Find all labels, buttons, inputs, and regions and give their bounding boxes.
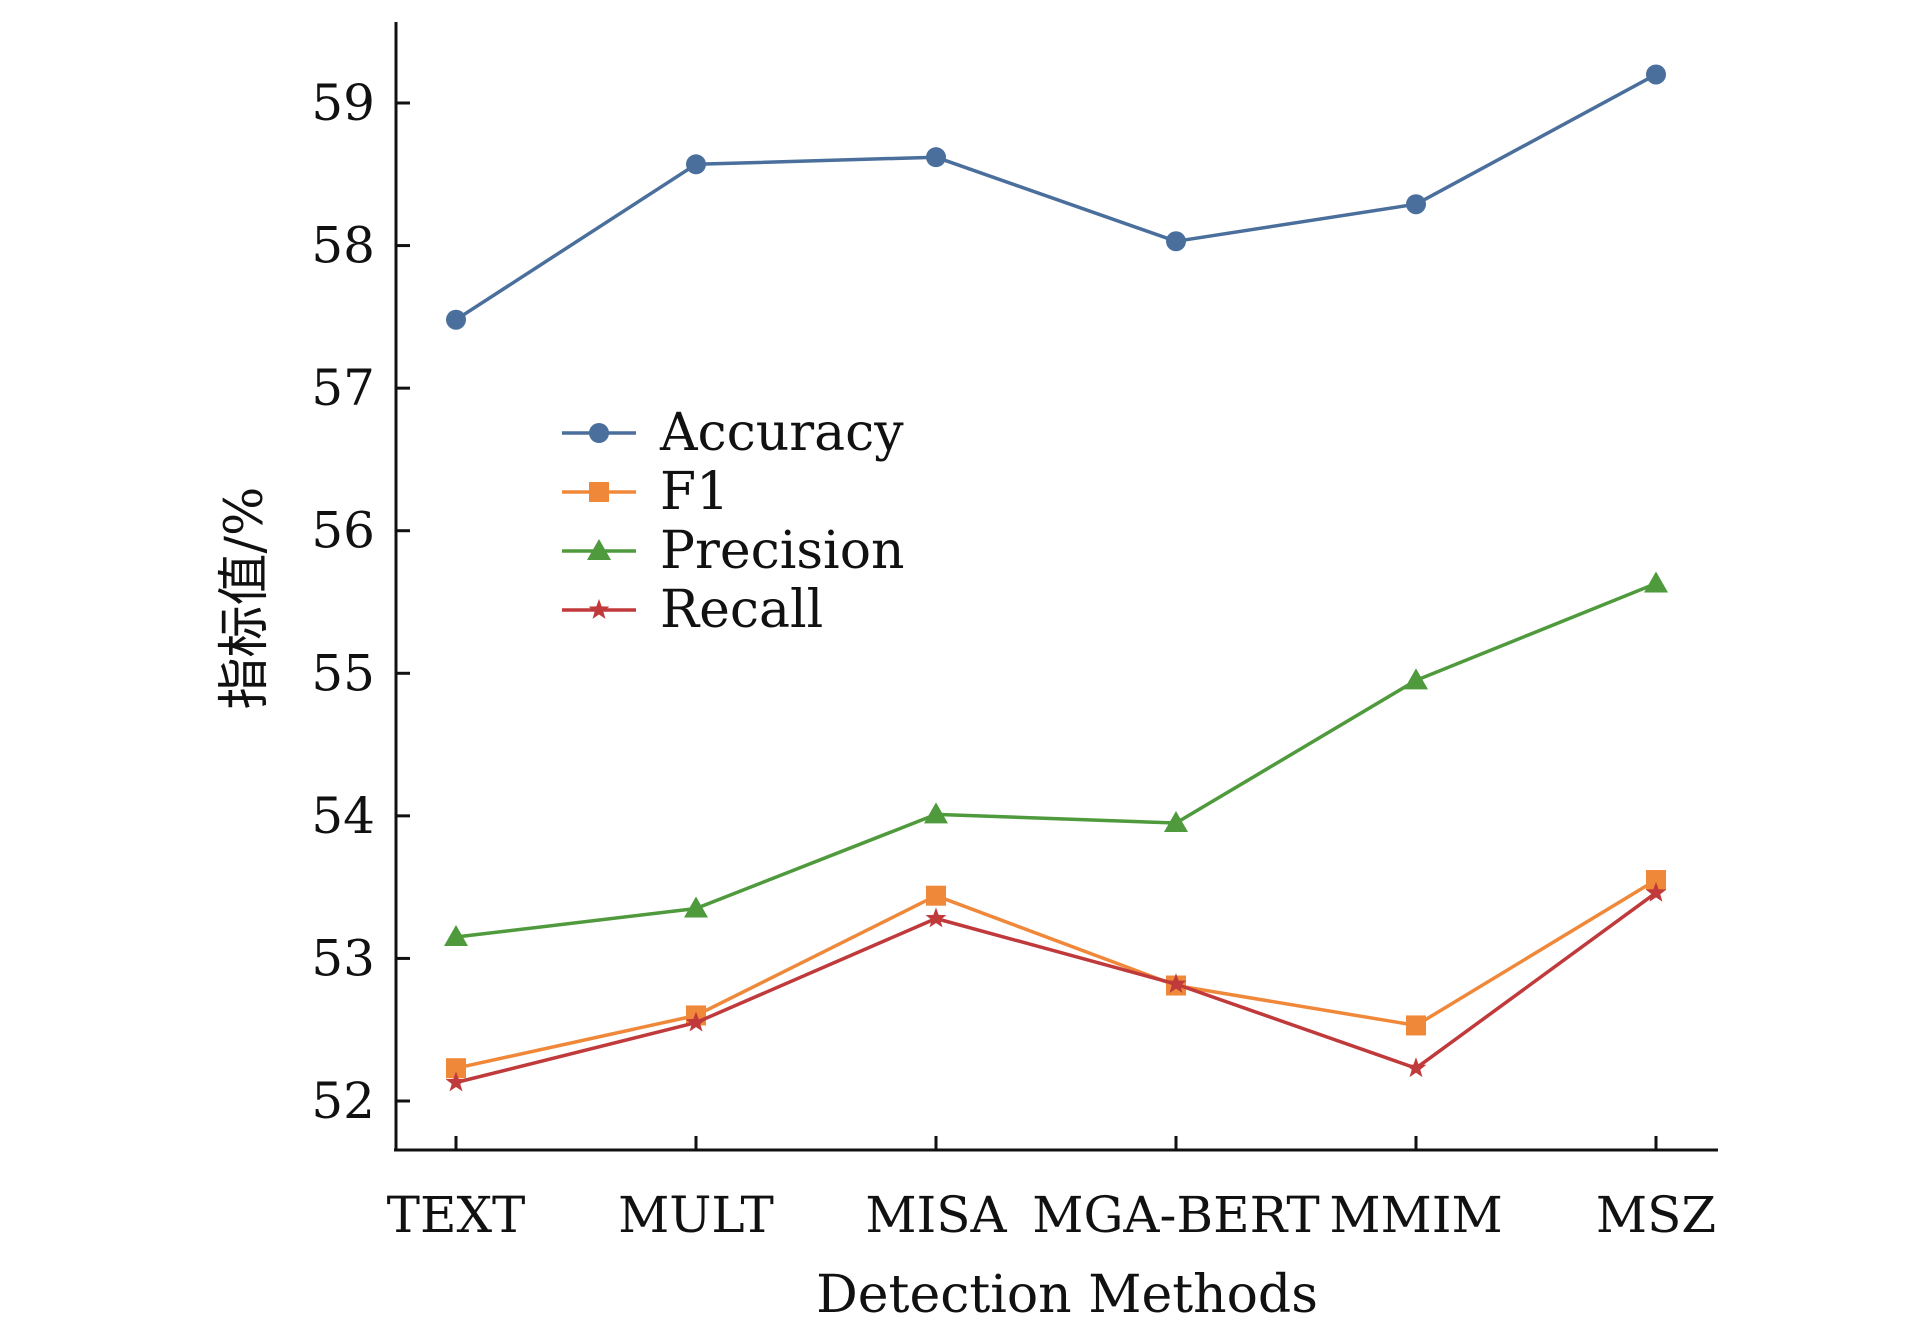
ticks: 52 53 54 55 56 57 58 59 TEXT MULT MISA MGA-BERT MMIM… bbox=[311, 74, 1716, 1244]
y-tick-label: 56 bbox=[311, 502, 375, 560]
axes bbox=[394, 22, 1718, 1152]
data-point-recall bbox=[1645, 881, 1667, 902]
data-point-f1 bbox=[1646, 870, 1666, 891]
legend-swatch-marker bbox=[587, 539, 611, 560]
data-point-f1 bbox=[1406, 1015, 1426, 1036]
legend-item-f1: F1 bbox=[562, 462, 729, 522]
y-tick-label: 59 bbox=[311, 74, 375, 132]
y-tick-label: 58 bbox=[311, 217, 375, 275]
legend-swatch-marker bbox=[589, 423, 609, 443]
x-axis-title: Detection Methods bbox=[816, 1265, 1318, 1323]
x-tick-label: MULT bbox=[618, 1186, 774, 1244]
y-tick-label: 55 bbox=[311, 644, 375, 702]
data-point-precision bbox=[924, 802, 948, 824]
series-line-accuracy bbox=[455, 72, 1657, 322]
data-point-precision bbox=[1404, 668, 1428, 690]
x-tick-label: MISA bbox=[865, 1186, 1007, 1244]
legend-item-recall: Recall bbox=[562, 580, 823, 640]
series-accuracy bbox=[446, 64, 1666, 330]
data-point-precision bbox=[444, 925, 468, 947]
legend-label: Accuracy bbox=[659, 403, 904, 463]
data-point-f1 bbox=[926, 885, 946, 906]
legend-item-precision: Precision bbox=[562, 521, 905, 581]
series-line-f1 bbox=[455, 878, 1657, 1070]
data-point-precision bbox=[684, 896, 708, 918]
y-tick-label: 52 bbox=[311, 1072, 375, 1130]
series-f1 bbox=[446, 870, 1666, 1079]
data-point-accuracy bbox=[1646, 64, 1666, 85]
data-point-recall bbox=[1405, 1057, 1427, 1078]
y-axis-title: 指标值/% bbox=[215, 487, 275, 710]
data-point-recall bbox=[925, 907, 947, 928]
series-line-recall bbox=[455, 891, 1658, 1085]
data-point-recall bbox=[1165, 973, 1187, 993]
data-point-recall bbox=[445, 1071, 467, 1092]
x-tick-label: MSZ bbox=[1596, 1186, 1716, 1244]
y-tick-label: 57 bbox=[311, 359, 375, 417]
data-point-precision bbox=[1644, 571, 1668, 593]
data-point-accuracy bbox=[446, 309, 466, 330]
data-point-accuracy bbox=[686, 154, 706, 175]
series bbox=[444, 64, 1668, 1092]
legend-item-accuracy: Accuracy bbox=[562, 403, 904, 463]
data-point-accuracy bbox=[1406, 194, 1426, 215]
y-tick-label: 53 bbox=[311, 929, 375, 987]
x-tick-label: MMIM bbox=[1329, 1186, 1502, 1244]
legend-label: Recall bbox=[660, 580, 823, 640]
y-tick-label: 54 bbox=[311, 787, 375, 845]
legend-swatch-marker bbox=[588, 599, 610, 619]
data-point-accuracy bbox=[1166, 231, 1186, 252]
legend-swatch-marker bbox=[589, 482, 609, 502]
legend-label: Precision bbox=[660, 521, 905, 581]
x-tick-label: TEXT bbox=[387, 1186, 526, 1244]
x-tick-label: MGA-BERT bbox=[1032, 1186, 1320, 1244]
series-recall bbox=[445, 881, 1667, 1092]
legend-label: F1 bbox=[660, 462, 729, 522]
series-precision bbox=[444, 571, 1668, 947]
data-point-precision bbox=[1164, 810, 1188, 832]
series-line-precision bbox=[455, 581, 1657, 939]
data-point-f1 bbox=[446, 1058, 466, 1079]
data-point-accuracy bbox=[926, 147, 946, 168]
data-point-recall bbox=[685, 1011, 707, 1032]
